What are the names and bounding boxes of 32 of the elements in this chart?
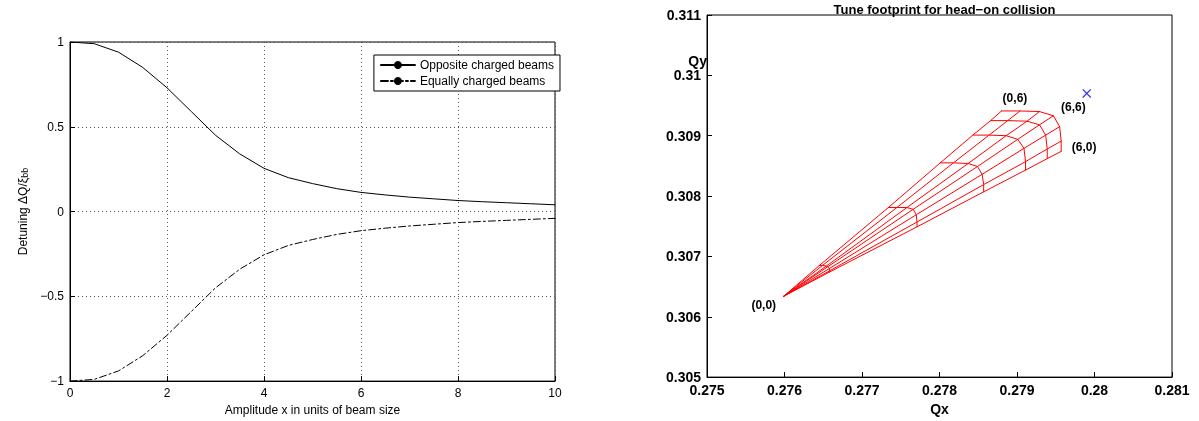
- x-tick-label: 8: [454, 386, 462, 401]
- x-tick-label: 0.28: [1080, 382, 1109, 399]
- annotation: (0,6): [1002, 90, 1028, 105]
- x-tick-label: 0.276: [766, 382, 803, 399]
- y-tick-label: 0.5: [47, 119, 65, 134]
- x-tick-label: 2: [163, 386, 171, 401]
- x-tick-label: 0.278: [921, 382, 958, 399]
- x-axis-title: Amplitude x in units of beam size: [224, 403, 401, 417]
- x-tick-label: 0.281: [1154, 382, 1190, 399]
- x-tick-label: 0.277: [844, 382, 880, 399]
- y-tick-label: −1: [50, 374, 65, 389]
- x-axis-title: Qx: [930, 401, 950, 417]
- y-tick-label: 0.307: [665, 248, 702, 265]
- y-tick-label: 0.306: [665, 308, 702, 325]
- legend-label: Opposite charged beams: [419, 58, 555, 72]
- y-tick-label: 0: [57, 204, 65, 219]
- x-tick-label: 6: [357, 386, 365, 401]
- y-tick-label: 0.309: [665, 127, 702, 144]
- y-tick-label: 0.308: [665, 188, 702, 205]
- chart-title: Tune footprint for head−on collision: [833, 2, 1056, 17]
- x-tick-label: 10: [548, 386, 562, 401]
- x-tick-label: 0.279: [999, 382, 1035, 399]
- legend-label: Equally charged beams: [419, 74, 546, 88]
- annotation: (6,6): [1060, 99, 1086, 114]
- annotation: (0,0): [751, 298, 777, 313]
- x-tick-label: 4: [260, 386, 268, 401]
- y-tick-label: −0.5: [40, 289, 65, 304]
- annotation: (6,0): [1071, 139, 1097, 154]
- y-tick-label: 0.311: [666, 7, 702, 23]
- y-axis-title: Detuning ΔQ/ξbb: [16, 167, 31, 256]
- y-tick-label: 1: [57, 35, 65, 49]
- y-axis-title: Qy: [688, 53, 708, 70]
